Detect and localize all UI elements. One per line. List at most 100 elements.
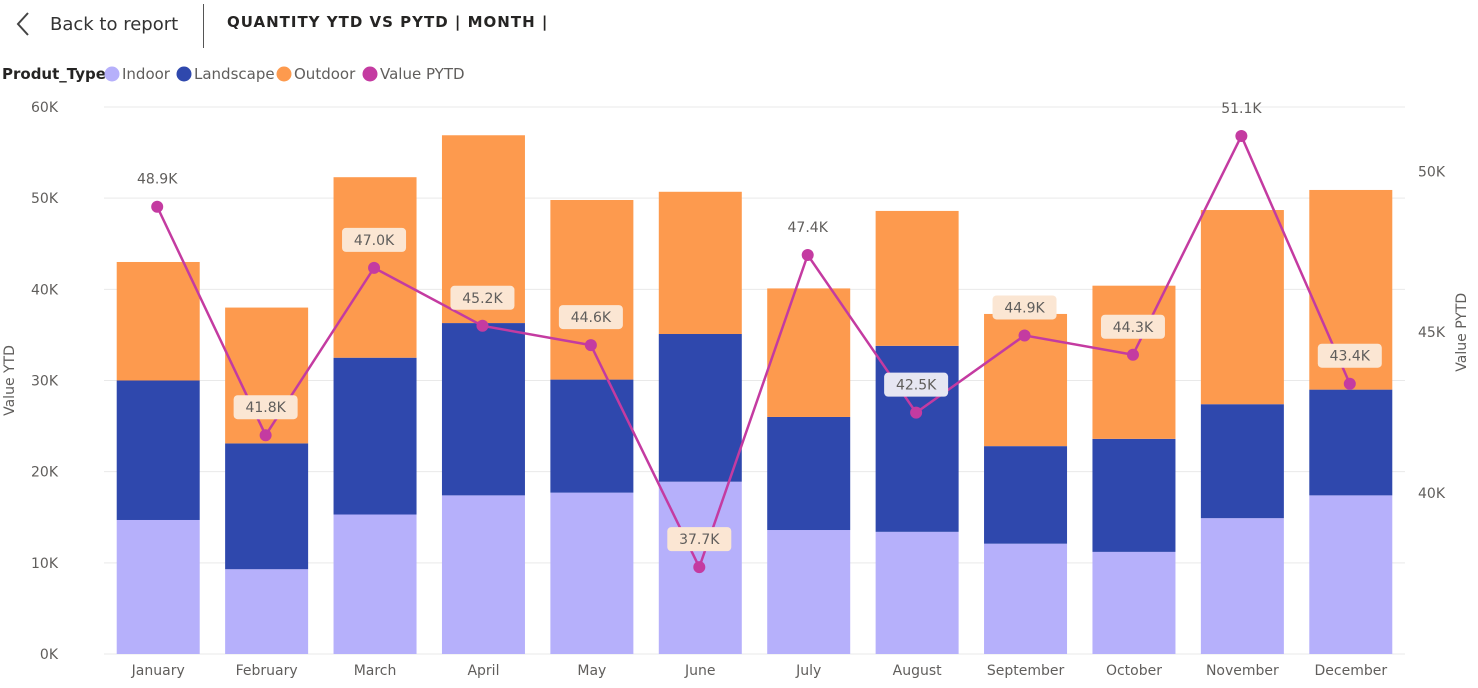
report-header: Back to report QUANTITY YTD VS PYTD | MO… <box>0 0 1478 50</box>
legend-entry: Landscape <box>194 65 275 83</box>
data-label-bg <box>992 295 1057 320</box>
y2-tick-label: 50K <box>1418 164 1446 180</box>
point-value-pytd[interactable] <box>368 261 381 274</box>
point-value-pytd[interactable] <box>801 249 814 262</box>
point-value-pytd[interactable] <box>1343 377 1356 390</box>
x-tick-label: December <box>1314 663 1387 679</box>
bar-landscape[interactable] <box>984 446 1068 544</box>
legend-marker[interactable] <box>276 66 292 82</box>
legend-title: Produt_Type <box>2 65 106 83</box>
bar-outdoor[interactable] <box>1200 210 1284 405</box>
data-label-pytd: 42.5K <box>896 378 937 394</box>
x-tick-label: April <box>467 663 499 679</box>
bar-landscape[interactable] <box>767 416 851 531</box>
point-value-pytd[interactable] <box>476 319 489 332</box>
bar-indoor[interactable] <box>1092 551 1176 654</box>
x-tick-label: October <box>1106 663 1162 679</box>
data-label-bg <box>558 305 623 330</box>
x-tick-label: May <box>577 663 606 679</box>
point-value-pytd[interactable] <box>693 561 706 574</box>
data-label-bg <box>667 527 732 552</box>
x-tick-label: September <box>987 663 1065 679</box>
y-tick-label: 50K <box>31 191 59 207</box>
y-tick-label: 40K <box>31 282 59 298</box>
data-label-bg <box>342 227 407 252</box>
y-tick-label: 20K <box>31 465 59 481</box>
data-label-pytd: 51.1K <box>1221 101 1262 117</box>
legend-entry: Value PYTD <box>380 65 465 83</box>
bar-indoor[interactable] <box>333 514 417 654</box>
x-tick-label: January <box>131 663 185 679</box>
data-label-pytd: 44.6K <box>571 310 612 326</box>
bar-outdoor[interactable] <box>225 307 309 444</box>
legend-marker[interactable] <box>104 66 120 82</box>
bar-outdoor[interactable] <box>658 191 742 335</box>
data-label-bg <box>1317 343 1382 368</box>
bar-landscape[interactable] <box>658 334 742 482</box>
data-label-pytd: 48.9K <box>137 172 178 188</box>
bar-indoor[interactable] <box>550 492 634 654</box>
y-tick-label: 60K <box>31 100 59 116</box>
bar-indoor[interactable] <box>1200 518 1284 654</box>
data-label-bg <box>450 285 515 310</box>
point-value-pytd[interactable] <box>259 429 272 442</box>
data-label-pytd: 41.8K <box>245 400 286 416</box>
bar-indoor[interactable] <box>767 530 851 654</box>
y-tick-label: 10K <box>31 556 59 572</box>
legend-entry: Indoor <box>122 65 171 83</box>
header-divider <box>203 4 204 48</box>
y2-tick-label: 40K <box>1418 486 1446 502</box>
back-to-report-button[interactable]: Back to report <box>16 6 178 42</box>
back-to-report-label: Back to report <box>50 13 179 35</box>
bar-landscape[interactable] <box>1092 438 1176 552</box>
data-label-pytd: 45.2K <box>462 291 503 307</box>
bar-indoor[interactable] <box>875 531 959 654</box>
data-label-pytd: 47.4K <box>788 220 829 236</box>
data-label-pytd: 44.9K <box>1004 300 1045 316</box>
bar-landscape[interactable] <box>1309 389 1393 496</box>
combo-chart: 0K 10K 20K 30K 40K 50K 60K 40K 45K 50K Value YTD Va… <box>2 65 1470 679</box>
bar-indoor[interactable] <box>441 495 525 654</box>
bar-indoor[interactable] <box>116 519 200 654</box>
y-tick-label: 30K <box>31 374 59 390</box>
bar-landscape[interactable] <box>1200 404 1284 519</box>
bar-outdoor[interactable] <box>767 288 851 417</box>
bar-landscape[interactable] <box>116 380 200 520</box>
point-value-pytd[interactable] <box>1235 129 1248 142</box>
bar-indoor[interactable] <box>1309 495 1393 654</box>
bar-indoor[interactable] <box>984 543 1068 654</box>
legend-marker[interactable] <box>176 66 192 82</box>
y-tick-label: 0K <box>40 647 59 663</box>
data-label-bg <box>1100 314 1165 339</box>
point-value-pytd[interactable] <box>1126 348 1139 361</box>
x-tick-label: August <box>893 663 943 679</box>
bar-indoor[interactable] <box>225 569 309 654</box>
data-label-bg <box>884 372 949 397</box>
point-value-pytd[interactable] <box>910 406 923 419</box>
bar-outdoor[interactable] <box>875 210 959 346</box>
y-axis-title: Value YTD <box>2 345 18 416</box>
data-label-pytd: 37.7K <box>679 532 720 548</box>
bar-outdoor[interactable] <box>116 261 200 381</box>
chevron-left-icon <box>16 11 30 37</box>
bar-landscape[interactable] <box>550 379 634 493</box>
bar-landscape[interactable] <box>441 323 525 496</box>
x-tick-label: February <box>236 663 298 679</box>
legend-marker[interactable] <box>362 66 378 82</box>
data-label-bg <box>233 395 298 420</box>
bar-outdoor[interactable] <box>550 199 634 380</box>
bar-landscape[interactable] <box>225 443 309 570</box>
data-label-pytd: 43.4K <box>1330 349 1371 365</box>
y2-axis-title: Value PYTD <box>1454 293 1470 372</box>
data-label-pytd: 44.3K <box>1113 320 1154 336</box>
point-value-pytd[interactable] <box>1018 329 1031 342</box>
bar-outdoor[interactable] <box>1092 285 1176 439</box>
x-tick-label: March <box>354 663 397 679</box>
y2-tick-label: 45K <box>1418 325 1446 341</box>
x-tick-label: November <box>1206 663 1279 679</box>
point-value-pytd[interactable] <box>151 200 164 213</box>
point-value-pytd[interactable] <box>584 339 597 352</box>
bar-landscape[interactable] <box>333 357 417 515</box>
data-label-pytd: 47.0K <box>354 233 395 249</box>
legend-entry: Outdoor <box>294 65 356 83</box>
